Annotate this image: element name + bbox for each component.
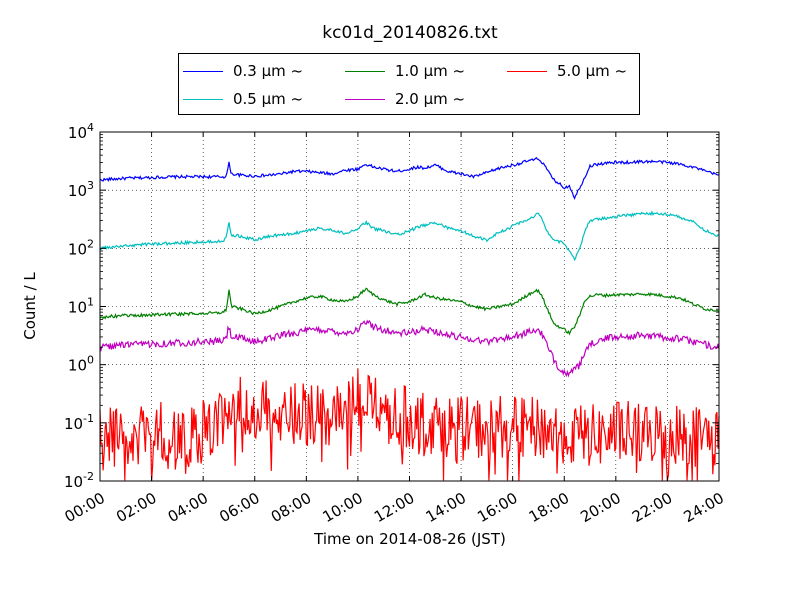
x-tick-label: 08:00 <box>268 489 314 526</box>
x-tick-label: 20:00 <box>577 489 623 526</box>
y-tick-exponent: 2 <box>87 237 94 250</box>
y-tick-exponent: 3 <box>87 179 94 192</box>
x-tick-label: 10:00 <box>319 489 365 526</box>
y-tick-label: 10-2 <box>64 470 94 491</box>
series-line <box>99 368 720 481</box>
y-tick-label: 102 <box>68 237 94 258</box>
series-line <box>99 210 720 262</box>
legend-label: 1.0 μm ~ <box>395 62 466 80</box>
y-tick-label: 10-1 <box>64 412 94 433</box>
x-tick-label: 04:00 <box>165 489 211 526</box>
y-tick-base: 10 <box>68 240 87 258</box>
series-line <box>99 287 720 336</box>
y-tick-exponent: 4 <box>87 121 94 134</box>
y-tick-label: 101 <box>68 296 94 317</box>
x-tick-label: 18:00 <box>526 489 572 526</box>
y-axis-label: Count / L <box>21 272 39 340</box>
y-tick-base: 10 <box>68 357 87 375</box>
chart-title: kc01d_20140826.txt <box>322 23 498 43</box>
series-line <box>99 156 720 200</box>
x-tick-label: 06:00 <box>216 489 262 526</box>
x-tick-label: 12:00 <box>371 489 417 526</box>
y-tick-exponent: -1 <box>83 412 94 425</box>
x-tick-label: 02:00 <box>113 489 159 526</box>
legend-swatch <box>507 71 547 72</box>
y-tick-base: 10 <box>64 415 83 433</box>
y-tick-base: 10 <box>68 299 87 317</box>
legend-label: 0.5 μm ~ <box>233 90 304 108</box>
legend-swatch <box>183 99 223 100</box>
x-tick-label: 00:00 <box>62 489 108 526</box>
y-tick-label: 103 <box>68 179 94 200</box>
legend-label: 5.0 μm ~ <box>557 62 628 80</box>
legend-label: 2.0 μm ~ <box>395 90 466 108</box>
x-tick-label: 14:00 <box>423 489 469 526</box>
y-tick-exponent: 0 <box>87 354 94 367</box>
y-tick-base: 10 <box>68 124 87 142</box>
y-tick-exponent: -2 <box>83 470 94 483</box>
legend-label: 0.3 μm ~ <box>233 62 304 80</box>
y-tick-exponent: 1 <box>87 296 94 309</box>
series-line <box>99 319 720 378</box>
y-tick-base: 10 <box>64 473 83 491</box>
y-tick-label: 100 <box>68 354 94 375</box>
legend: 0.3 μm ~ 0.5 μm ~ 1.0 μm ~ 2.0 μm ~ 5.0 … <box>178 53 640 115</box>
x-tick-label: 24:00 <box>681 489 727 526</box>
y-tick-label: 104 <box>68 121 94 142</box>
x-axis-label: Time on 2014-08-26 (JST) <box>313 530 506 548</box>
legend-swatch <box>183 71 223 72</box>
series-group <box>99 156 720 481</box>
legend-swatch <box>345 71 385 72</box>
legend-swatch <box>345 99 385 100</box>
x-tick-label: 16:00 <box>474 489 520 526</box>
ticks: 00:00 02:00 04:00 06:00 08:00 10:00 12:00 14:00… <box>62 121 727 526</box>
y-tick-base: 10 <box>68 182 87 200</box>
x-tick-label: 22:00 <box>629 489 675 526</box>
